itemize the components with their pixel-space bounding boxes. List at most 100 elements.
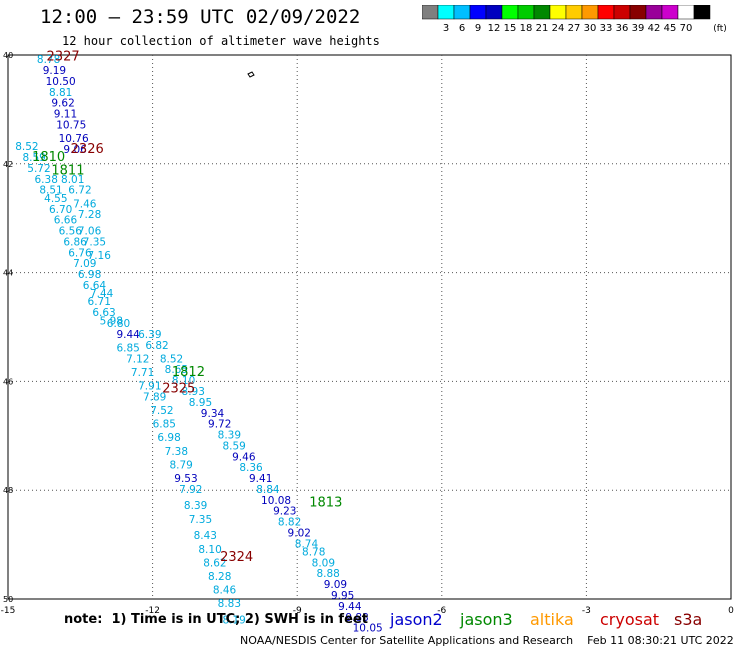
swh-value: 8.10 (198, 544, 221, 556)
satellite-altika: altika (530, 610, 574, 629)
swh-value: 6.82 (145, 340, 168, 352)
swh-value: 6.71 (88, 296, 111, 308)
swh-value: 8.78 (302, 546, 325, 558)
track-time-label: 1810 (32, 150, 65, 165)
lon-label: -9 (293, 606, 302, 616)
swh-value: 9.72 (208, 419, 231, 431)
swh-value: 9.46 (232, 451, 256, 463)
swh-value: 10.75 (56, 119, 86, 131)
footnote: note: 1) Time is in UTC; 2) SWH is in fe… (64, 612, 368, 627)
swh-value: 8.62 (203, 557, 226, 569)
swh-value: 7.46 (73, 198, 97, 210)
swh-value: 5.72 (27, 163, 50, 175)
scale-label: 33 (600, 23, 613, 34)
lon-label: -3 (582, 606, 591, 616)
swh-value: 6.72 (68, 185, 91, 197)
lat-label: 40 (3, 51, 13, 60)
map-title: 12:00 — 23:59 UTC 02/09/2022 (40, 6, 361, 28)
swh-value: 8.95 (189, 397, 212, 409)
scale-label: 3 (443, 23, 449, 34)
swh-value: 6.38 (35, 174, 58, 186)
swh-value: 8.93 (182, 386, 205, 398)
track-time-label: 2327 (47, 49, 80, 64)
scale-label: 21 (536, 23, 549, 34)
swh-value: 9.02 (288, 527, 311, 539)
swh-value: 6.86 (63, 236, 87, 248)
swh-value: 7.12 (126, 353, 149, 365)
swh-value: 8.82 (278, 517, 301, 529)
swh-value: 8.28 (208, 571, 231, 583)
swh-value: 7.52 (150, 405, 173, 417)
credit-line: NOAA/NESDIS Center for Satellite Applica… (240, 634, 734, 647)
scale-label: 9 (475, 23, 481, 34)
swh-value: 6.56 (59, 226, 83, 238)
scale-label: 45 (664, 23, 677, 34)
swh-value: 7.71 (131, 367, 154, 379)
swh-value: 7.28 (78, 209, 101, 221)
track-time-label: 1811 (51, 164, 84, 179)
swh-value: 6.85 (153, 419, 176, 431)
swh-value: 8.36 (239, 462, 263, 474)
swh-value: 9.44 (338, 601, 362, 613)
swh-value: 10.50 (46, 76, 76, 88)
lon-label: -12 (145, 606, 160, 616)
axis-labels: 40 42 44 46 48 50 -15 -12 -9 -6 -3 0 (1, 51, 734, 616)
swh-value: 7.16 (88, 250, 112, 262)
swh-value: 9.23 (273, 506, 296, 518)
scale-label: 24 (552, 23, 565, 34)
scale-label: 27 (568, 23, 581, 34)
swh-value: 6.76 (68, 247, 92, 259)
swh-value: 8.84 (256, 484, 280, 496)
lat-label: 48 (3, 486, 13, 495)
swh-value: 6.39 (138, 329, 161, 341)
swh-points: 8.789.1910.508.819.629.1110.7510.769.068… (15, 54, 382, 634)
swh-value: 9.34 (201, 408, 225, 420)
swh-value: 6.63 (92, 307, 115, 319)
swh-value: 7.06 (78, 226, 102, 238)
swh-value: 9.06 (63, 144, 87, 156)
satellite-cryosat: cryosat (600, 610, 660, 629)
swh-value: 8.10 (172, 375, 195, 387)
lon-label: 0 (728, 606, 734, 616)
swh-value: 7.92 (179, 484, 202, 496)
swh-value: 8.59 (22, 152, 45, 164)
lon-label: -6 (437, 606, 446, 616)
swh-value: 7.35 (83, 236, 106, 248)
swh-value: 8.83 (218, 598, 241, 610)
swh-value: 7.38 (165, 446, 188, 458)
lat-lon-grid (7, 54, 732, 600)
swh-value: 8.43 (194, 530, 217, 542)
satellite-jason2: jason2 (390, 610, 443, 629)
swh-value: 7.91 (138, 381, 161, 393)
satellite-s3a: s3a (674, 610, 703, 629)
lat-label: 46 (3, 377, 13, 386)
swh-value: 8.52 (15, 141, 38, 153)
swh-value: 9.09 (324, 579, 347, 591)
swh-value: 4.55 (44, 193, 67, 205)
track-time-label: 2326 (71, 142, 104, 157)
swh-value: 10.76 (59, 133, 89, 145)
scale-label: 36 (616, 23, 629, 34)
map-subtitle: 12 hour collection of altimeter wave hei… (62, 34, 380, 48)
swh-value: 8.78 (37, 54, 60, 66)
color-scale-legend: 3 6 9 12 15 18 21 24 27 30 33 36 39 42 45 70 (ft) (422, 5, 727, 34)
swh-value: 9.19 (43, 65, 66, 77)
swh-value: 9.44 (116, 329, 140, 341)
swh-value: 9.95 (331, 590, 354, 602)
swh-value: 10.08 (261, 495, 291, 507)
scale-label: 18 (520, 23, 533, 34)
swh-value: 6.64 (83, 280, 107, 292)
swh-value: 6.66 (54, 215, 78, 227)
swh-value: 8.59 (222, 440, 245, 452)
swh-value: 8.39 (218, 430, 241, 442)
swh-value: 9.83 (345, 612, 368, 624)
scale-label: 15 (504, 23, 517, 34)
scale-label: 6 (459, 23, 465, 34)
swh-value: 8.79 (169, 459, 192, 471)
track-time-label: 2325 (162, 381, 195, 396)
swh-value: 8.51 (39, 185, 62, 197)
swh-value: 8.46 (213, 585, 237, 597)
lat-label: 50 (3, 595, 13, 604)
swh-value: 8.19 (222, 614, 245, 626)
